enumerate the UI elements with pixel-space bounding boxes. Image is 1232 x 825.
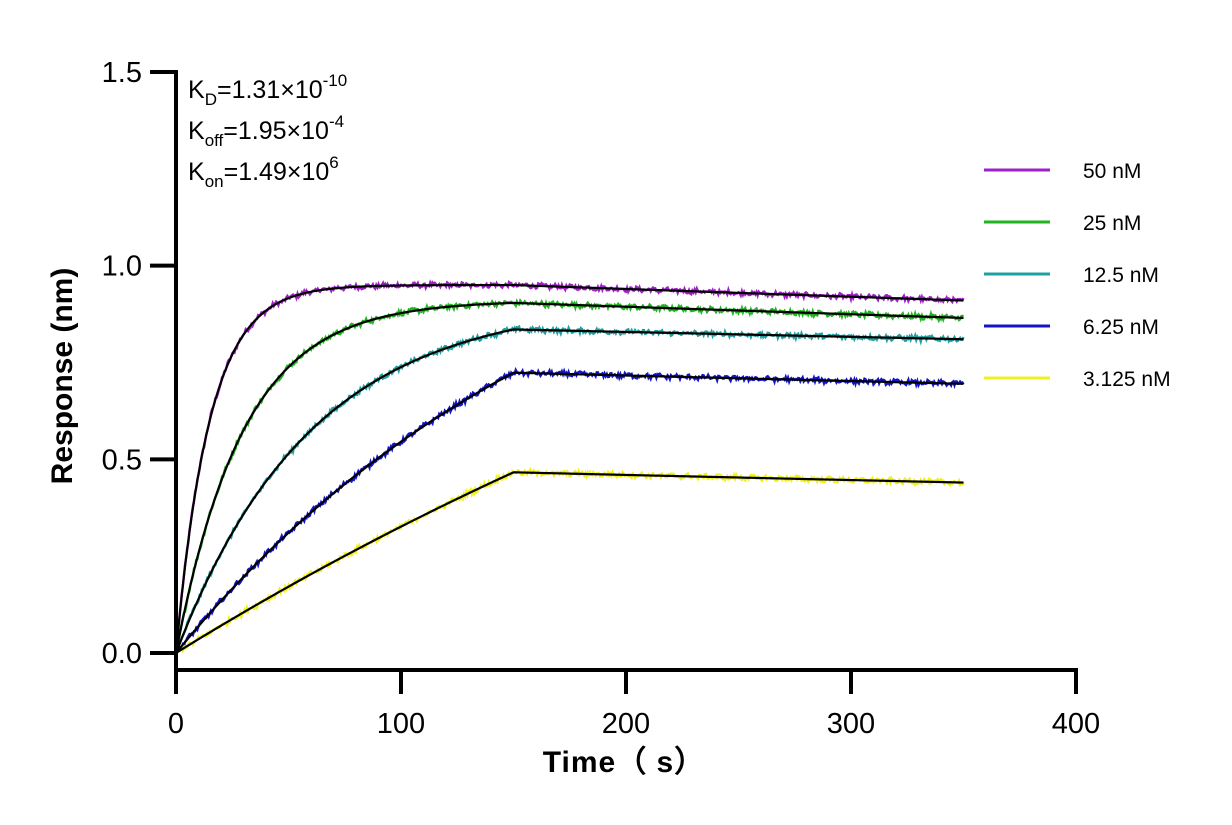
- x-tick-label: 0: [168, 708, 184, 740]
- y-tick-label: 0.0: [102, 638, 142, 670]
- legend-label: 6.25 nM: [1083, 316, 1159, 339]
- y-axis-title: Response (nm): [46, 268, 79, 485]
- fit-line-12-5-nM: [174, 328, 964, 654]
- kinetic-constant-kon: Kon=1.49×106: [188, 153, 339, 191]
- y-ticks: 0.0 0.5 1.0 1.5: [102, 57, 176, 670]
- y-tick-label: 1.5: [102, 57, 142, 89]
- x-axis-title: Time（ s）: [543, 745, 706, 779]
- y-tick-label: 0.5: [102, 444, 142, 476]
- x-tick-label: 400: [1052, 708, 1100, 740]
- series-line-3-125-nM: [175, 466, 965, 655]
- fit-line-50-nM: [174, 283, 964, 654]
- legend-label: 50 nM: [1083, 160, 1141, 183]
- x-ticks: 0 100 200 300 400: [168, 670, 1100, 740]
- legend-label: 12.5 nM: [1083, 264, 1159, 287]
- legend-label: 3.125 nM: [1083, 368, 1171, 391]
- fit-line-6-25-nM: [175, 371, 964, 654]
- kinetic-constant-koff: Koff=1.95×10-4: [188, 112, 344, 150]
- kinetic-constant-kd: KD=1.31×10-10: [188, 71, 347, 109]
- x-tick-label: 200: [602, 708, 650, 740]
- x-tick-label: 300: [827, 708, 875, 740]
- fit-line-25-nM: [174, 301, 964, 654]
- x-tick-label: 100: [377, 708, 425, 740]
- y-tick-label: 1.0: [102, 251, 142, 283]
- legend-label: 25 nM: [1083, 212, 1141, 235]
- legend: 50 nM 25 nM 12.5 nM 6.25 nM 3.125 nM: [984, 160, 1171, 391]
- series-line-6-25-nM: [175, 366, 965, 654]
- curves-layer: [174, 279, 965, 655]
- fit-line-3-125-nM: [175, 471, 964, 654]
